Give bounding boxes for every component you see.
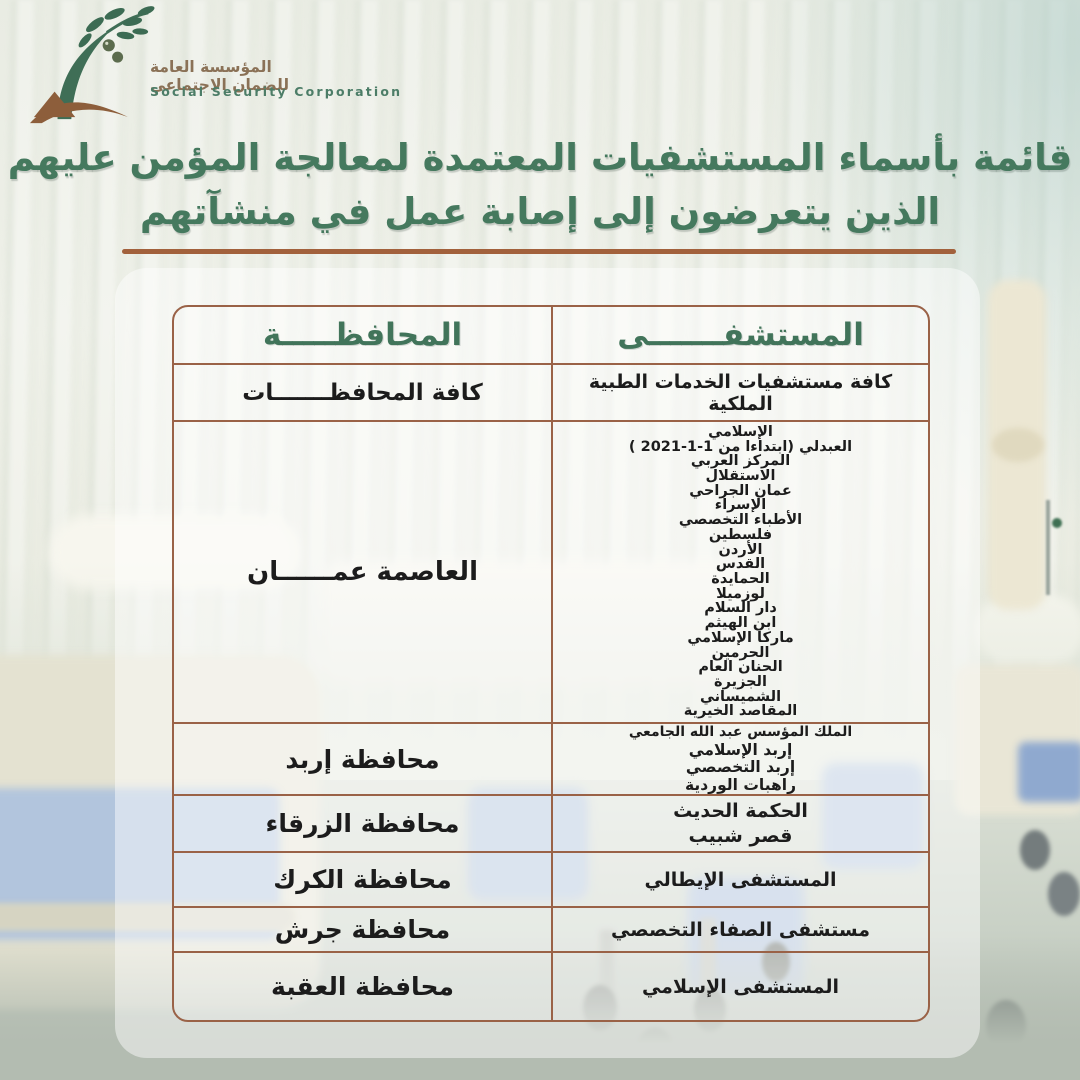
hospital-name: المستشفى الإسلامي: [641, 975, 840, 998]
hospital-name: العبدلي (ابتداءا من 1-1-2021 ): [628, 438, 853, 455]
hospital-name: المستشفى الإيطالي: [644, 868, 837, 891]
hospital-name: الحرمين: [711, 644, 770, 661]
hospital-cell: مستشفى الصفاء التخصصي: [551, 908, 928, 953]
bg-caster-wheel: [1020, 830, 1050, 870]
bg-bed-footboard: [1018, 742, 1080, 802]
governorate-cell: العاصمة عمــــــان: [174, 422, 551, 724]
bg-caster-wheel: [1048, 872, 1080, 916]
hospitals-table: المستشفـــــــى المحافظـــــة كافة مستشف…: [172, 305, 930, 1022]
title-divider: [122, 249, 956, 254]
hospital-cell: المستشفى الإسلامي: [551, 953, 928, 1020]
hospital-name: الأطباء التخصصي: [678, 512, 803, 529]
hospital-cell: الحكمة الحديث قصر شبيب: [551, 796, 928, 853]
hospital-name: الحنان العام: [698, 659, 783, 676]
hospital-cell: المستشفى الإيطالي: [551, 853, 928, 908]
hospital-name: لوزميلا: [716, 585, 765, 602]
hospital-name: عمان الجراحي: [689, 482, 792, 499]
hospital-name: الإسلامي: [708, 423, 773, 440]
hospital-name: القدس: [715, 556, 766, 573]
hospital-name: الحكمة الحديث: [673, 799, 808, 822]
hospital-name: مستشفى الصفاء التخصصي: [611, 918, 870, 941]
hospital-name: ماركا الإسلامي: [687, 629, 794, 646]
hospital-name: قصر شبيب: [688, 824, 793, 847]
bg-curtain-knot: [992, 428, 1044, 462]
governorate-cell: كافة المحافظـــــــات: [174, 365, 551, 422]
bg-bed-footboard: [468, 788, 588, 900]
hospital-name: إربد التخصصي: [685, 758, 796, 776]
logo-arabic-name: المؤسسة العامة للضمان الاجتماعي: [150, 58, 290, 94]
hospital-name: المركز العربي: [690, 453, 791, 470]
hospital-name: كافة مستشفيات الخدمات الطبية الملكية: [588, 370, 893, 415]
governorate-cell: محافظة الزرقاء: [174, 796, 551, 853]
hospital-cell: كافة مستشفيات الخدمات الطبية الملكية: [551, 365, 928, 422]
hospital-cell: الملك المؤسس عبد الله الجامعي إربد الإسلا…: [551, 724, 928, 796]
hospital-name: الأردن: [718, 541, 763, 558]
bg-iv-bag: [1052, 518, 1062, 528]
hospital-name: دار السلام: [704, 600, 777, 617]
content-card: [115, 268, 980, 1058]
hospital-name: فلسطين: [708, 526, 773, 543]
hospital-name: الملك المؤسس عبد الله الجامعي: [628, 724, 853, 740]
logo-english-name: Social Security Corporation: [150, 84, 403, 99]
column-header-governorate: المحافظـــــة: [174, 307, 551, 365]
hospital-name: راهبات الوردية: [684, 775, 797, 794]
governorate-cell: محافظة الكرك: [174, 853, 551, 908]
page-title-line2: الذين يتعرضون إلى إصابة عمل في منشآتهم: [139, 190, 941, 233]
hospital-name: الاستقلال: [705, 468, 776, 485]
page-title: قائمة بأسماء المستشفيات المعتمدة لمعالجة…: [0, 131, 1080, 239]
hospital-name: المقاصد الخيرية: [683, 703, 798, 720]
hospital-name: الحمايدة: [711, 571, 770, 587]
hospital-cell: الإسلامي العبدلي (ابتداءا من 1-1-2021 ) ال…: [551, 422, 928, 724]
governorate-cell: محافظة إربد: [174, 724, 551, 796]
column-header-hospital: المستشفـــــــى: [551, 307, 928, 365]
page-title-line1: قائمة بأسماء المستشفيات المعتمدة لمعالجة…: [7, 136, 1073, 179]
hospital-name: إربد الإسلامي: [688, 740, 793, 759]
bg-iv-pole: [1046, 500, 1050, 595]
hospital-name: ابن الهيثم: [704, 615, 777, 632]
governorate-cell: محافظة جرش: [174, 908, 551, 953]
olive-tree-logo-icon: [29, 6, 155, 124]
governorate-cell: محافظة العقبة: [271, 972, 454, 1001]
hospital-name: الشميساني: [699, 688, 782, 705]
hospital-name: الجزيرة: [714, 673, 767, 690]
hospital-name: الإسراء: [714, 497, 767, 514]
